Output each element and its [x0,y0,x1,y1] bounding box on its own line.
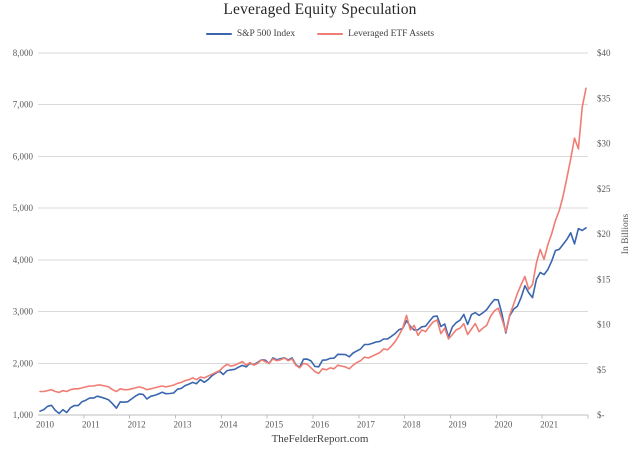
chart-legend: S&P 500 Index Leveraged ETF Assets [0,29,640,39]
x-axis-label: 2018 [403,420,422,430]
right-axis-label: $10 [597,320,611,330]
letf-series-line [39,87,587,394]
right-axis-label: $5 [597,365,607,375]
source-link[interactable]: TheFelderReport.com [271,433,369,445]
right-axis-label: $20 [597,229,611,239]
legend-item-sp500: S&P 500 Index [205,29,296,39]
x-axis-label: 2011 [82,420,100,430]
x-axis-label: 2021 [540,420,558,430]
right-axis-label: $30 [597,139,611,149]
chart-title: Leveraged Equity Speculation [223,1,417,18]
x-axis-label: 2020 [494,420,513,430]
right-axis-label: $15 [597,274,611,284]
x-axis-label: 2012 [128,420,146,430]
left-axis-label: 5,000 [13,203,34,213]
right-axis-label: $40 [597,48,611,58]
letf-line-swatch [317,33,344,35]
legend-label-sp500: S&P 500 Index [236,29,296,39]
right-axis-label: $25 [597,184,611,194]
left-axis-label: 4,000 [13,255,34,265]
right-axis-title: In Billions [621,214,631,255]
x-axis-label: 2017 [357,420,376,430]
right-axis-label: $35 [597,93,611,103]
x-axis-label: 2015 [265,420,284,430]
x-axis-label: 2016 [311,420,330,430]
left-axis-label: 6,000 [13,151,34,161]
left-axis-label: 1,000 [13,410,34,420]
left-axis-label: 7,000 [13,100,34,110]
legend-label-letf: Leveraged ETF Assets [348,29,435,39]
legend-item-letf: Leveraged ETF Assets [317,29,434,39]
left-axis-label: 3,000 [13,307,34,317]
x-axis-label: 2013 [174,420,193,430]
right-axis-label: $- [597,410,605,420]
sp500-series-line [39,227,587,415]
x-axis-label: 2010 [36,420,55,430]
x-axis-label: 2014 [219,420,238,430]
x-axis-label: 2019 [449,420,468,430]
left-axis-label: 8,000 [13,48,34,58]
left-axis-label: 2,000 [13,358,34,368]
sp500-line-swatch [205,33,232,35]
